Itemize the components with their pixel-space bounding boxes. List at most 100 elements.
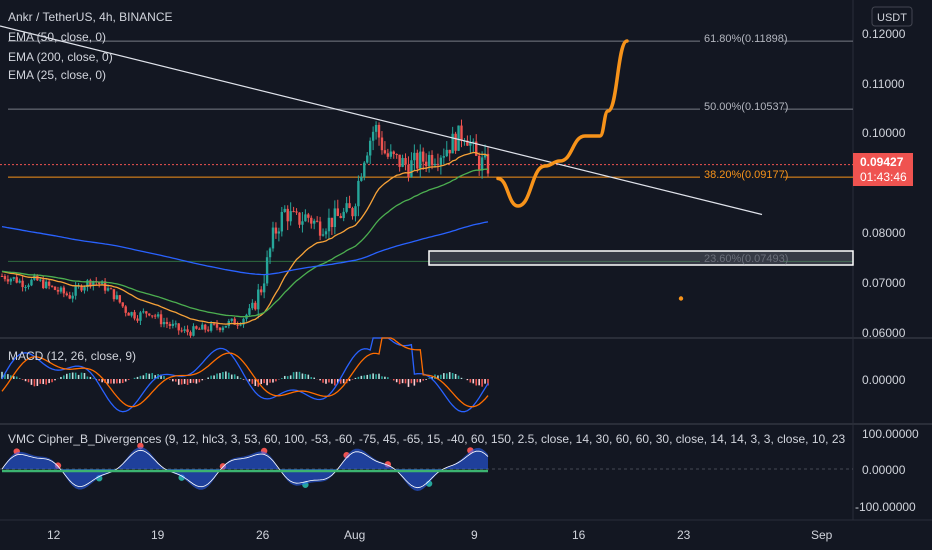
price-tick: 0.06000	[862, 326, 906, 340]
candle-body	[18, 280, 21, 283]
candle-body	[180, 330, 183, 332]
candle-body	[410, 160, 413, 177]
candle-body	[53, 286, 57, 290]
candle-body	[65, 293, 68, 296]
candle-body	[50, 285, 54, 287]
vmc-tick: -100.00000	[855, 500, 916, 514]
macd-tick: 0.00000	[862, 373, 906, 387]
candle-body	[47, 281, 51, 286]
candle-body	[336, 208, 339, 216]
candle-body	[472, 141, 475, 143]
candle-body	[165, 322, 169, 324]
candle-body	[168, 323, 172, 326]
ema50-legend[interactable]: EMA (50, close, 0)	[8, 30, 106, 44]
candle-body	[71, 295, 74, 299]
candle-body	[339, 215, 342, 219]
candle-body	[401, 158, 404, 167]
legend[interactable]: Ankr / TetherUS, 4h, BINANCE EMA (50, cl…	[8, 10, 846, 446]
candle-body	[439, 157, 443, 165]
candle-body	[189, 332, 192, 336]
symbol-title[interactable]: Ankr / TetherUS, 4h, BINANCE	[8, 10, 173, 24]
candle-body	[44, 281, 48, 289]
candlesticks	[0, 119, 490, 338]
candle-body	[124, 306, 127, 313]
candle-body	[454, 133, 457, 151]
vmc-wave-area	[2, 447, 488, 491]
candle-body	[386, 153, 390, 157]
candle-body	[86, 280, 89, 288]
candle-body	[315, 220, 319, 222]
candle-body	[242, 318, 245, 325]
support-zone[interactable]	[428, 250, 854, 266]
candle-body	[239, 324, 242, 326]
candle-body	[422, 151, 425, 162]
candle-body	[145, 311, 148, 314]
price-axis[interactable]: 0.12000 0.11000 0.10000 0.08000 0.07000 …	[855, 27, 919, 514]
candle-body	[142, 311, 145, 313]
candle-body	[115, 295, 119, 300]
candle-body	[159, 314, 163, 325]
candle-body	[6, 279, 10, 282]
candle-body	[98, 282, 101, 284]
currency-button[interactable]: USDT	[871, 6, 913, 27]
ema200-legend[interactable]: EMA (200, close, 0)	[8, 50, 113, 64]
candle-body	[486, 153, 490, 174]
candle-body	[475, 141, 478, 156]
candle-body	[271, 227, 275, 249]
candle-body	[457, 125, 460, 151]
candle-body	[286, 208, 289, 222]
candle-body	[215, 324, 219, 328]
fib-labels: 61.80%(0.11898) 50.00%(0.10537) 38.20%(0…	[704, 33, 788, 265]
time-tick: Aug	[344, 528, 365, 542]
candle-body	[318, 221, 322, 236]
candle-body	[162, 322, 166, 325]
time-tick: 12	[47, 528, 61, 542]
candle-body	[424, 161, 428, 166]
candle-body	[248, 308, 251, 315]
candle-body	[106, 288, 110, 291]
candle-body	[103, 281, 107, 291]
candle-body	[398, 154, 401, 167]
fib-level-label: 50.00%(0.10537)	[704, 101, 788, 113]
candle-body	[330, 217, 334, 228]
vmc-cipher-panel	[0, 442, 853, 491]
candle-body	[42, 279, 45, 289]
candle-body	[59, 287, 63, 292]
candle-body	[342, 211, 345, 219]
time-axis[interactable]: 12 19 26 Aug 9 16 23 Sep	[47, 528, 833, 542]
candle-body	[310, 217, 313, 224]
candle-body	[133, 312, 136, 319]
drawings[interactable]	[0, 25, 763, 301]
candle-body	[171, 323, 175, 326]
projection-path	[496, 39, 629, 208]
vmc-legend[interactable]: VMC Cipher_B_Divergences (9, 12, hlc3, 3…	[8, 432, 846, 446]
candle-body	[304, 214, 307, 222]
candle-body	[448, 149, 451, 154]
target-dot	[678, 296, 684, 301]
candle-body	[148, 313, 151, 316]
candle-body	[395, 154, 398, 156]
macd-legend[interactable]: MACD (12, 26, close, 9)	[8, 349, 136, 363]
candle-body	[127, 312, 130, 316]
candle-body	[333, 208, 337, 228]
candle-body	[460, 125, 463, 141]
candle-body	[12, 277, 15, 279]
vmc-wave-line	[1, 449, 489, 489]
macd-signal-line	[1, 337, 489, 408]
current-price-badge	[853, 153, 913, 186]
candle-body	[212, 323, 216, 325]
candle-body	[307, 214, 310, 218]
candle-body	[206, 329, 210, 331]
candle-body	[230, 318, 233, 321]
candle-body	[257, 289, 260, 310]
time-tick: 9	[471, 528, 478, 542]
candle-body	[30, 279, 33, 286]
candle-body	[413, 152, 416, 161]
candle-body	[218, 327, 222, 331]
fibonacci-retracement[interactable]	[0, 40, 853, 262]
candle-body	[254, 302, 257, 310]
macd-line	[1, 337, 489, 413]
candle-body	[419, 151, 422, 169]
ema25-legend[interactable]: EMA (25, close, 0)	[8, 68, 106, 82]
